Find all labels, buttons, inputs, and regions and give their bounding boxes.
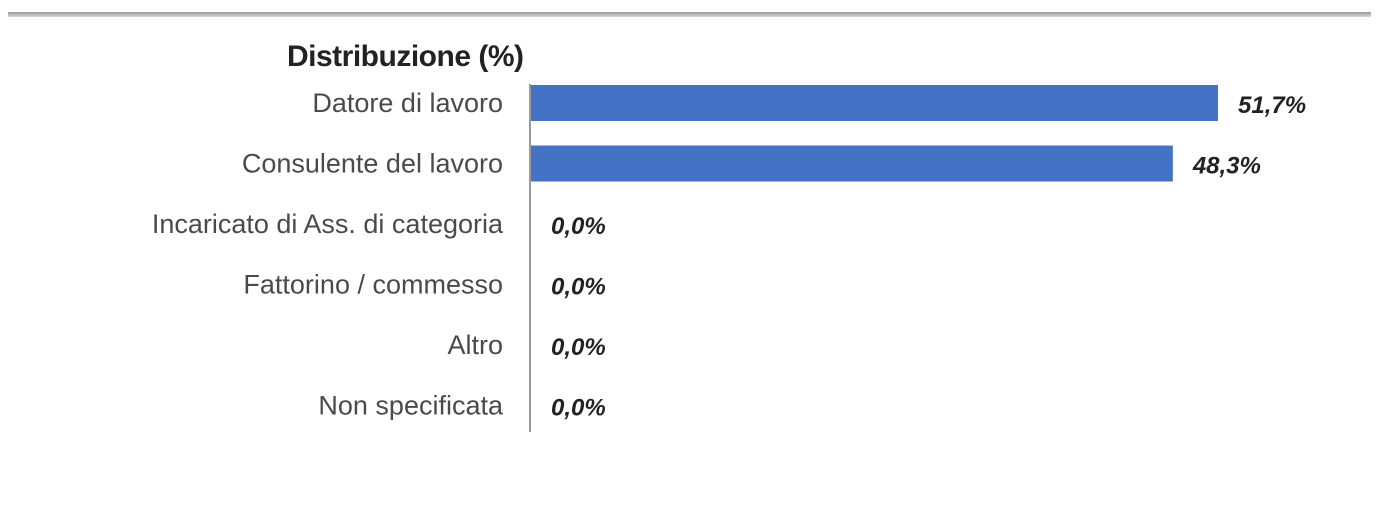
category-label: Incaricato di Ass. di categoria <box>152 209 504 239</box>
data-label: 0,0% <box>551 395 606 422</box>
data-label: 0,0% <box>551 213 606 240</box>
data-label: 48,3% <box>1192 153 1261 180</box>
top-divider <box>8 12 1371 17</box>
category-label: Non specificata <box>318 391 504 421</box>
category-labels: Datore di lavoro Consulente del lavoro Inc… <box>152 88 504 421</box>
category-label: Altro <box>447 330 503 360</box>
bar <box>531 85 1218 121</box>
category-label: Fattorino / commesso <box>243 270 503 300</box>
category-label: Datore di lavoro <box>312 88 503 118</box>
category-label: Consulente del lavoro <box>242 149 503 179</box>
chart-title: Distribuzione (%) <box>287 40 524 73</box>
bars <box>531 85 1218 182</box>
data-label: 51,7% <box>1238 92 1306 119</box>
data-label: 0,0% <box>551 274 606 301</box>
data-labels: 51,7% 48,3% 0,0% 0,0% 0,0% 0,0% <box>551 92 1306 422</box>
data-label: 0,0% <box>551 334 606 361</box>
bar <box>531 145 1173 182</box>
